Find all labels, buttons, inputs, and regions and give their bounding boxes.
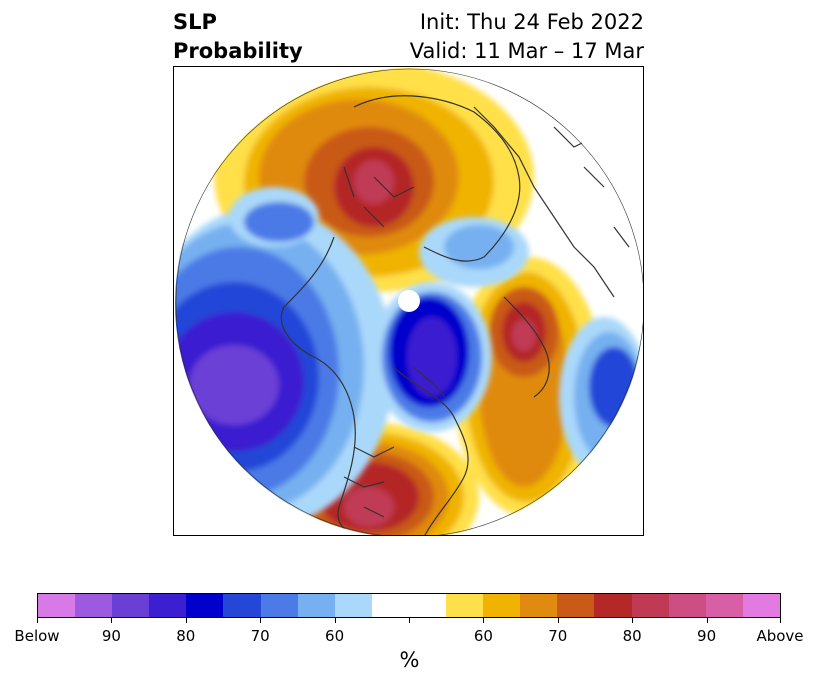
coastline-hudson-bay	[413, 366, 445, 398]
title-variable: SLP	[173, 10, 217, 34]
colorbar-segment	[38, 594, 76, 617]
colorbar-tick	[37, 618, 38, 623]
borders-asia	[343, 166, 415, 228]
title-init-date: Init: Thu 24 Feb 2022	[419, 10, 644, 34]
map-panel	[173, 66, 644, 536]
colorbar-segment	[371, 594, 409, 617]
pole-marker	[398, 290, 420, 312]
borders-usa-states	[343, 446, 395, 518]
colorbar-tick	[111, 618, 113, 623]
coastline-asia-east	[473, 106, 615, 298]
colorbar-tick-label: 80	[622, 627, 642, 645]
colorbar-tick	[632, 618, 634, 623]
coastline-europe	[503, 296, 550, 398]
colorbar-segment	[408, 594, 447, 617]
colorbar-segment	[223, 594, 261, 617]
colorbar-segment	[631, 594, 669, 617]
title-product: Probability	[173, 39, 303, 63]
colorbar-segment	[446, 594, 484, 617]
colorbar-tick-label: 60	[473, 627, 493, 645]
chart-title-left: SLP Probability	[173, 8, 303, 66]
cool-peak-canada	[407, 317, 457, 397]
colorbar-segment	[186, 594, 224, 617]
colorbar-tick-label: 90	[101, 627, 121, 645]
colorbar-segment	[705, 594, 743, 617]
colorbar-tick-label: Below	[14, 627, 60, 645]
colorbar-tick-label: 80	[176, 627, 196, 645]
cool-core-europe	[589, 347, 639, 427]
colorbar-segment	[75, 594, 113, 617]
colorbar-tick	[706, 618, 708, 623]
warm-peak-europe	[512, 319, 536, 351]
colorbar-tick	[334, 618, 336, 623]
colorbar-tick	[409, 618, 410, 623]
title-valid-range: Valid: 11 Mar – 17 Mar	[409, 39, 644, 63]
colorbar-segment	[149, 594, 187, 617]
chart-title-right: Init: Thu 24 Feb 2022 Valid: 11 Mar – 17…	[410, 8, 644, 66]
colorbar-tick	[557, 618, 559, 623]
colorbar-segment	[260, 594, 298, 617]
colorbar-tick	[780, 618, 781, 623]
colorbar-segment	[668, 594, 706, 617]
colorbar-tick	[483, 618, 485, 623]
colorbar-tick-label: 90	[697, 627, 717, 645]
colorbar-segment	[334, 594, 372, 617]
colorbar-tick-label: 60	[325, 627, 345, 645]
cool-core-arctic-ocean	[444, 225, 514, 269]
colorbar-segment	[520, 594, 558, 617]
colorbar-segment	[557, 594, 595, 617]
colorbar-tick-label: 70	[250, 627, 270, 645]
colorbar-tick-label: 70	[548, 627, 568, 645]
globe-edge	[175, 68, 643, 535]
coastlines	[280, 95, 630, 535]
colorbar-segment	[483, 594, 521, 617]
probability-map	[175, 68, 643, 535]
warm-peak-siberia	[354, 160, 394, 204]
colorbar-segment	[297, 594, 335, 617]
cool-peak-pacific	[189, 345, 279, 425]
warm-peak-usa	[344, 487, 394, 527]
colorbar-tick	[260, 618, 262, 623]
colorbar-segment	[742, 594, 780, 617]
coastline-alaska-canada	[280, 236, 355, 418]
colorbar	[37, 593, 781, 618]
colorbar-tick-label: Above	[756, 627, 804, 645]
colorbar-tick	[185, 618, 187, 623]
cool-region-bering	[244, 202, 314, 242]
coastline-north-america-east	[393, 366, 469, 535]
colorbar-segment	[594, 594, 632, 617]
colorbar-segment	[112, 594, 150, 617]
coastline-eurasia-north	[353, 95, 521, 262]
colorbar-ticks: Below 90 80 70 60 60 70 80 90 Above	[14, 618, 804, 648]
colorbar-unit-label: %	[399, 648, 420, 672]
